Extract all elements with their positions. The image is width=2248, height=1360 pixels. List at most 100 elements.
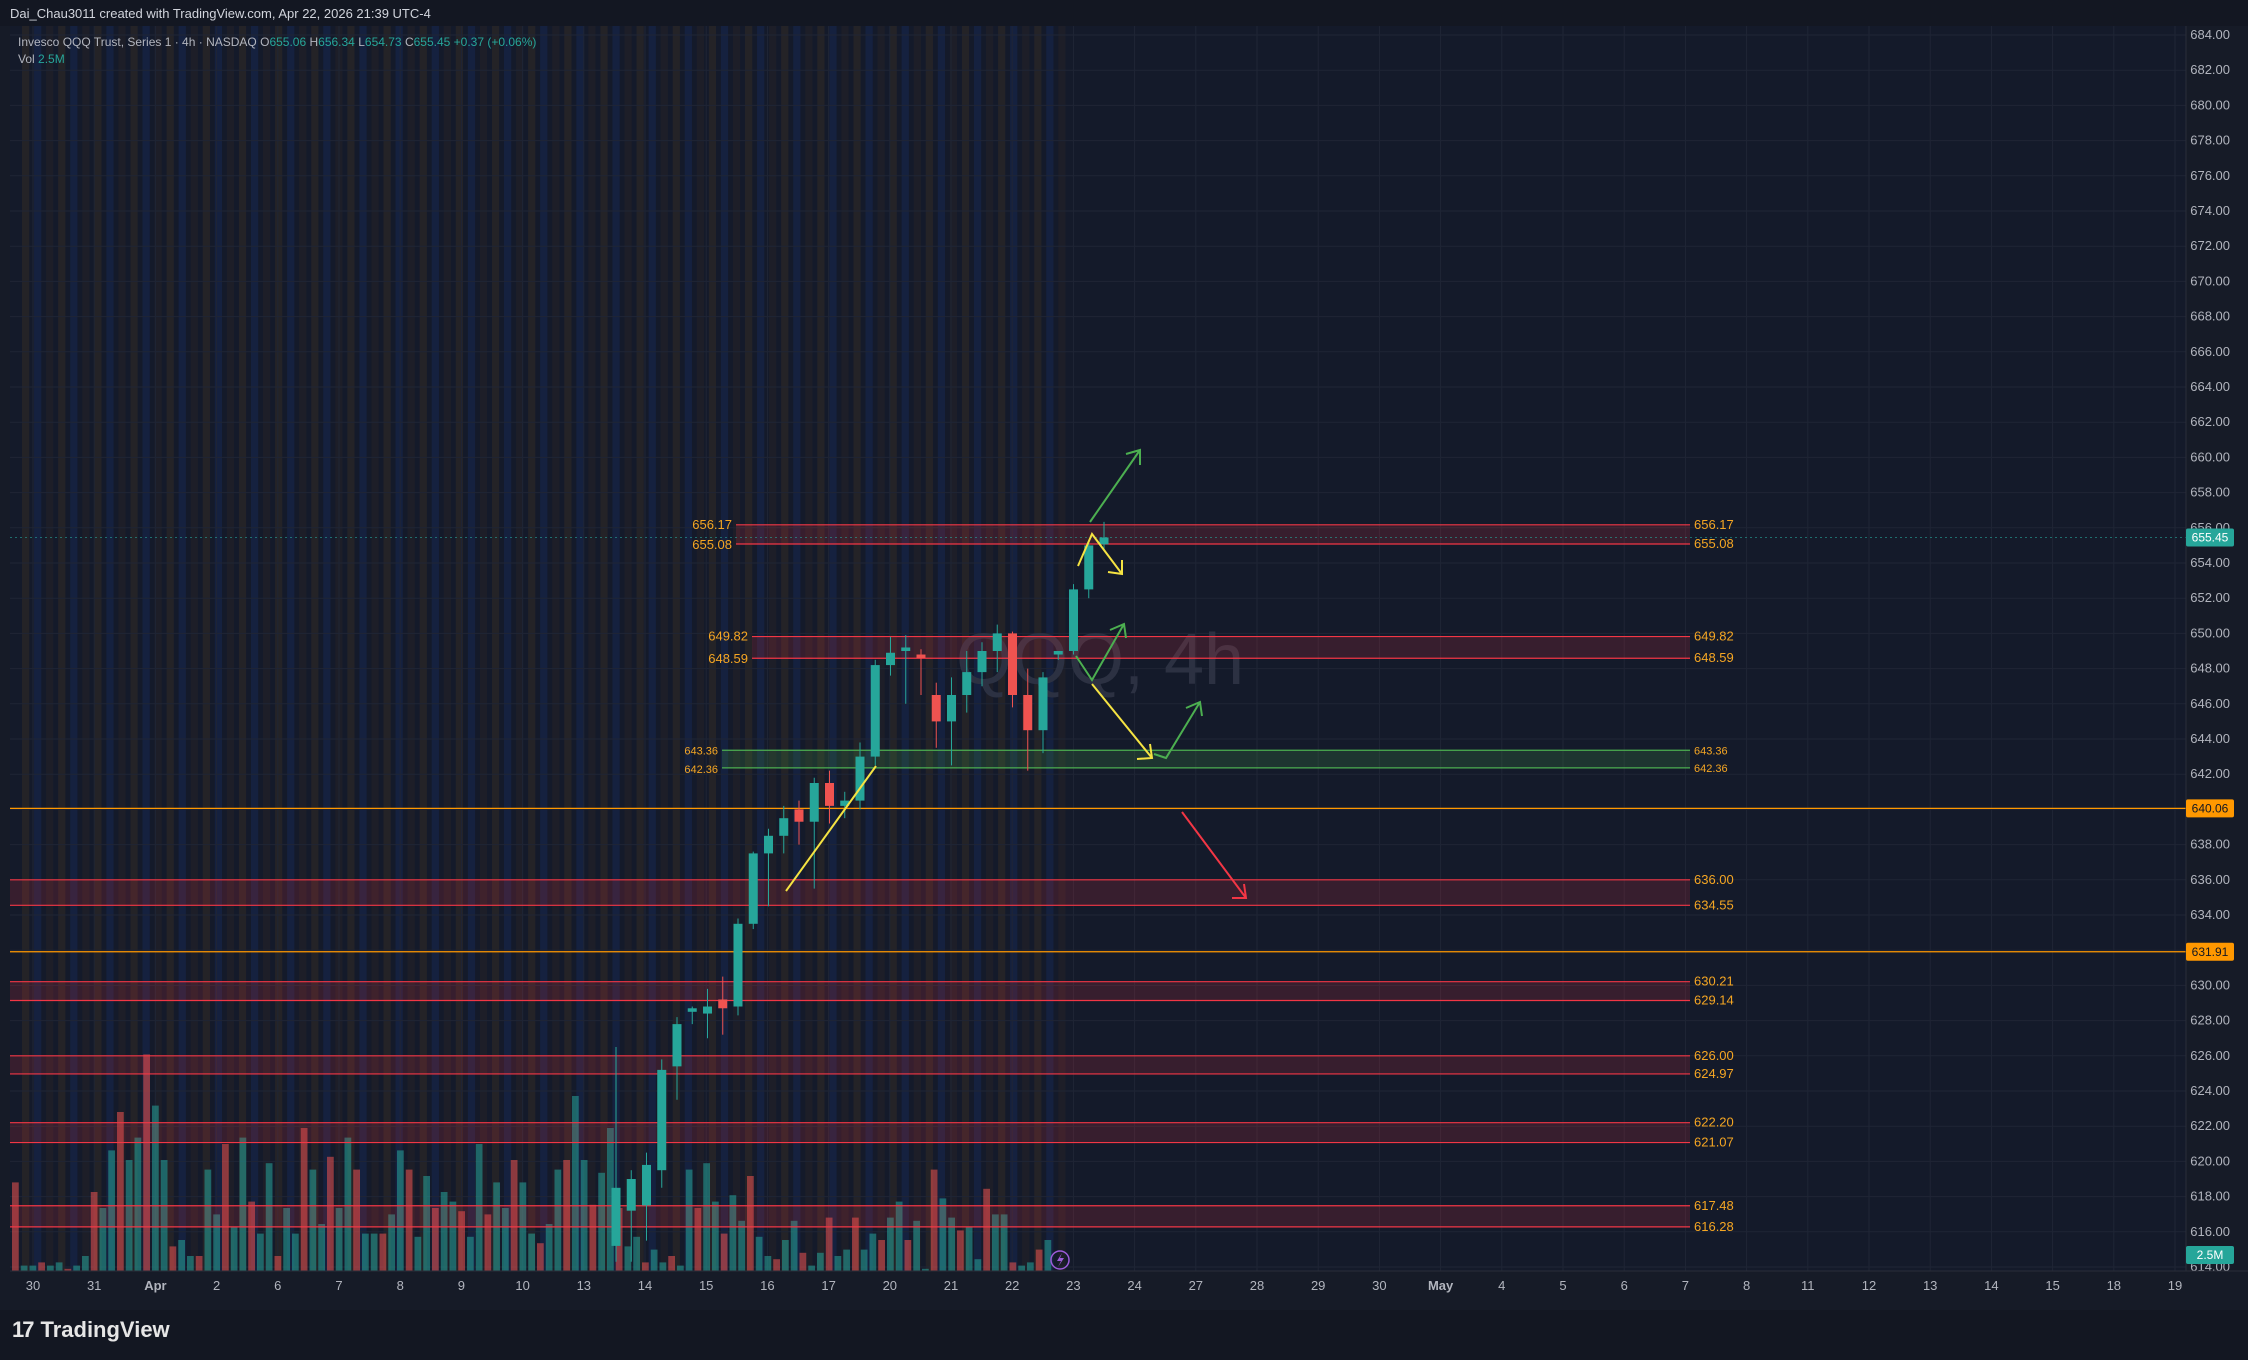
candle-body[interactable] bbox=[916, 654, 926, 659]
legend-high-label: H bbox=[309, 35, 319, 49]
volume-bar bbox=[860, 1249, 868, 1272]
price-axis[interactable]: 684.00 682.00 680.00 678.00 676.00 674.00 672.… bbox=[2185, 26, 2248, 1310]
legend-vol: 2.5M bbox=[38, 52, 65, 66]
volume-bar bbox=[55, 1262, 63, 1272]
time-tick-label: 30 bbox=[26, 1278, 40, 1293]
candles[interactable] bbox=[611, 521, 1109, 1262]
candle-body[interactable] bbox=[1084, 545, 1094, 590]
candle-body[interactable] bbox=[901, 647, 911, 651]
zone-upper-label: 622.20 bbox=[1694, 1115, 1734, 1130]
session-band bbox=[696, 26, 705, 1271]
price-tick-label: 634.00 bbox=[2190, 907, 2230, 922]
candle-body[interactable] bbox=[931, 695, 941, 722]
candle-body[interactable] bbox=[992, 633, 1002, 651]
volume-bar bbox=[82, 1256, 89, 1272]
session-band bbox=[238, 26, 247, 1271]
volume-bar bbox=[283, 1208, 290, 1272]
time-tick-label: 27 bbox=[1189, 1278, 1203, 1293]
candle-body[interactable] bbox=[809, 783, 819, 822]
time-axis[interactable]: 30 31 Apr 2 6 7 8 9 10 13 14 15 16 17 20 21 22 23 24 27 28 29… bbox=[0, 1270, 2248, 1310]
candle-body[interactable] bbox=[626, 1179, 636, 1211]
candle-body[interactable] bbox=[611, 1187, 621, 1246]
candle-body[interactable] bbox=[1038, 677, 1048, 731]
session-band bbox=[34, 26, 42, 1271]
volume-bar bbox=[545, 1224, 553, 1272]
candle-body[interactable] bbox=[1008, 633, 1017, 695]
background-layer bbox=[0, 26, 2248, 1310]
candle-body[interactable] bbox=[886, 652, 895, 666]
volume-bar bbox=[239, 1137, 247, 1272]
candle-body[interactable] bbox=[1053, 651, 1063, 655]
session-band bbox=[576, 26, 584, 1271]
candle-body[interactable] bbox=[1069, 589, 1078, 651]
arrow-green-up-3 bbox=[1153, 700, 1203, 760]
alert-icon[interactable] bbox=[1050, 1250, 1070, 1270]
candle-body[interactable] bbox=[779, 818, 789, 836]
candle-body[interactable] bbox=[657, 1069, 667, 1171]
session-band bbox=[805, 26, 813, 1271]
candle-body[interactable] bbox=[1099, 537, 1109, 545]
candle-body[interactable] bbox=[642, 1164, 651, 1206]
volume-bar bbox=[729, 1195, 737, 1272]
session-band bbox=[395, 26, 403, 1271]
volume-bar bbox=[895, 1201, 903, 1272]
volume-bar bbox=[414, 1236, 422, 1272]
candle-body[interactable] bbox=[672, 1024, 682, 1067]
price-tick-label: 672.00 bbox=[2190, 238, 2230, 253]
time-tick-label: 6 bbox=[274, 1278, 281, 1293]
session-band bbox=[769, 26, 777, 1271]
price-chart[interactable]: QQQ, 4h 656.17655.08656.17655.08649.8264… bbox=[0, 26, 2248, 1310]
time-tick-label: 2 bbox=[213, 1278, 220, 1293]
volume-bar bbox=[309, 1169, 317, 1272]
candle-body[interactable] bbox=[947, 695, 956, 722]
arrow-yellow-2 bbox=[1091, 683, 1154, 760]
price-tick-label: 616.00 bbox=[2190, 1224, 2230, 1239]
volume-bar bbox=[405, 1169, 413, 1272]
session-band bbox=[648, 26, 656, 1271]
candle-body[interactable] bbox=[840, 800, 850, 806]
legend-open: 655.06 bbox=[269, 35, 307, 49]
session-band bbox=[1058, 26, 1066, 1271]
volume-bar bbox=[458, 1211, 465, 1272]
candle-body[interactable] bbox=[870, 665, 880, 757]
session-band bbox=[94, 26, 102, 1271]
zone-fill bbox=[736, 524, 1690, 544]
candle-body[interactable] bbox=[718, 999, 728, 1009]
session-band bbox=[479, 26, 488, 1271]
arrow-green-up-1 bbox=[1089, 448, 1141, 523]
volume-bar bbox=[878, 1240, 885, 1272]
candle-body[interactable] bbox=[794, 809, 804, 822]
candle-body[interactable] bbox=[1023, 695, 1033, 731]
time-tick-label: 9 bbox=[458, 1278, 465, 1293]
tradingview-logo[interactable]: 17 TradingView bbox=[12, 1317, 170, 1343]
volume-bar bbox=[668, 1256, 675, 1272]
volume-bar bbox=[169, 1246, 177, 1272]
price-tick-label: 684.00 bbox=[2190, 27, 2230, 42]
volume-bar bbox=[712, 1201, 719, 1272]
session-band bbox=[82, 26, 90, 1271]
volume-bar bbox=[869, 1233, 877, 1272]
time-tick-label: 13 bbox=[1923, 1278, 1937, 1293]
time-tick-label: 16 bbox=[760, 1278, 774, 1293]
session-band bbox=[877, 26, 885, 1271]
legend-ohlc-row: Invesco QQQ Trust, Series 1 · 4h · NASDA… bbox=[18, 34, 536, 51]
candle-body[interactable] bbox=[855, 756, 865, 801]
candle-body[interactable] bbox=[764, 835, 773, 854]
candle-body[interactable] bbox=[962, 672, 972, 695]
volume-bar bbox=[808, 1265, 815, 1272]
volume-bar bbox=[388, 1214, 395, 1272]
volume-bar bbox=[274, 1256, 282, 1272]
candle-body[interactable] bbox=[977, 651, 987, 673]
candle-body[interactable] bbox=[703, 1006, 712, 1014]
candle-body[interactable] bbox=[687, 1008, 697, 1012]
zone-upper-label: 643.36 bbox=[1694, 745, 1728, 757]
candle-body[interactable] bbox=[825, 783, 834, 806]
session-band bbox=[118, 26, 126, 1271]
session-band bbox=[757, 26, 765, 1271]
candle-body[interactable] bbox=[748, 853, 758, 924]
legend-symbol[interactable]: Invesco QQQ Trust, Series 1 · 4h · NASDA… bbox=[18, 35, 257, 49]
legend-vol-label[interactable]: Vol bbox=[18, 52, 35, 66]
volume-bar bbox=[440, 1192, 448, 1272]
candle-body[interactable] bbox=[733, 923, 743, 1007]
volume-bar bbox=[143, 1054, 150, 1272]
